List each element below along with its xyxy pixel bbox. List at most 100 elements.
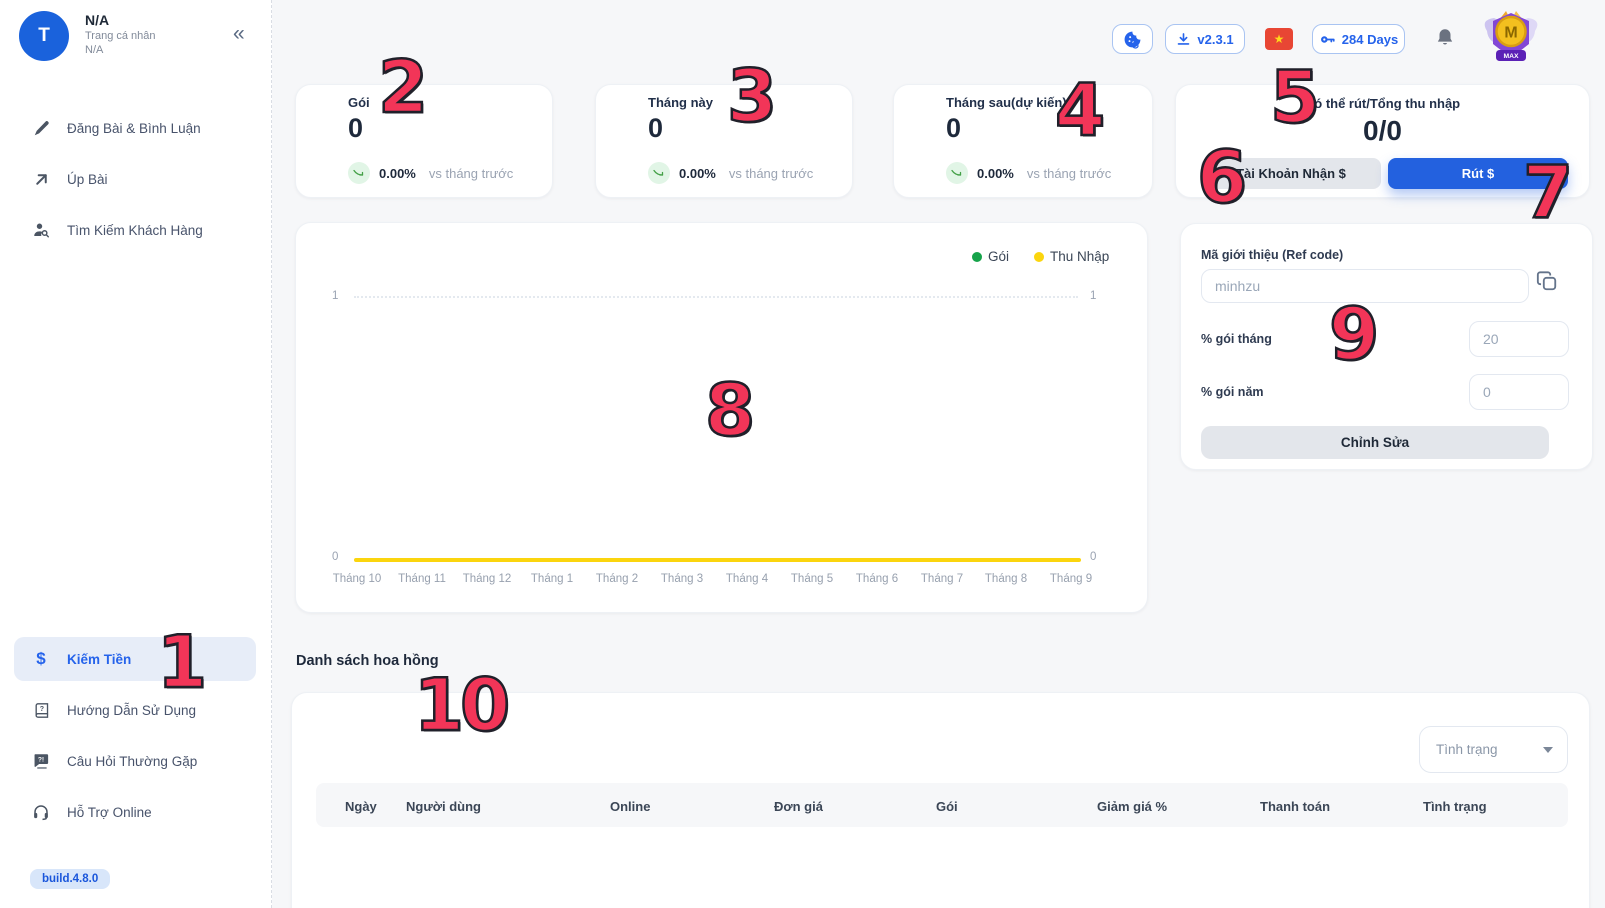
x-tick: Tháng 1 bbox=[530, 573, 574, 585]
x-tick: Tháng 7 bbox=[920, 573, 964, 585]
stat-delta: 0.00% bbox=[977, 165, 1014, 181]
column-header: Giảm giá % bbox=[1097, 799, 1168, 814]
status-filter-select[interactable]: Tình trạng bbox=[1419, 726, 1568, 773]
gridline-y1 bbox=[354, 296, 1078, 298]
stat-card-goi: Gói 0 0.00% vs tháng trước bbox=[295, 84, 553, 198]
dollar-icon: $ bbox=[36, 649, 46, 668]
days-label: 284 Days bbox=[1341, 31, 1399, 47]
vietnam-flag-icon[interactable]: ★ bbox=[1265, 28, 1293, 50]
x-tick: Tháng 8 bbox=[984, 573, 1028, 585]
sidebar-item-huong-dan[interactable]: ? Hướng Dẫn Sử Dụng bbox=[0, 690, 272, 730]
stat-delta-note: vs tháng trước bbox=[1026, 165, 1112, 181]
column-header: Online bbox=[610, 799, 651, 814]
svg-text:?!: ?! bbox=[38, 756, 44, 763]
column-header: Người dùng bbox=[406, 799, 481, 814]
x-tick: Tháng 3 bbox=[660, 573, 704, 585]
sidebar-item-label: Hỗ Trợ Online bbox=[67, 804, 152, 820]
wallet-value: 0/0 bbox=[1363, 115, 1402, 146]
trend-down-icon bbox=[348, 162, 370, 184]
sidebar-item-label: Úp Bài bbox=[67, 171, 108, 187]
commission-section-title: Danh sách hoa hồng bbox=[296, 653, 439, 669]
stat-title: Gói bbox=[348, 95, 370, 110]
ref-code-label: Mã giới thiệu (Ref code) bbox=[1201, 248, 1344, 262]
rank-medal-badge[interactable]: M MAX bbox=[1477, 9, 1545, 64]
sidebar-item-tim-kiem[interactable]: Tìm Kiếm Khách Hàng bbox=[0, 210, 272, 250]
chat-question-icon: ?! bbox=[32, 752, 50, 770]
month-percent-label: % gói tháng bbox=[1201, 332, 1272, 346]
version-button[interactable]: v2.3.1 bbox=[1165, 24, 1245, 54]
year-percent-label: % gói năm bbox=[1201, 385, 1264, 399]
pencil-icon bbox=[32, 119, 50, 137]
stat-delta-note: vs tháng trước bbox=[428, 165, 514, 181]
sidebar-item-label: Kiếm Tiền bbox=[67, 651, 132, 667]
withdraw-button[interactable]: Rút $ bbox=[1388, 158, 1568, 189]
column-header: Gói bbox=[936, 799, 958, 814]
notification-bell-icon[interactable] bbox=[1434, 26, 1456, 50]
sidebar-item-label: Câu Hỏi Thường Gặp bbox=[67, 753, 198, 769]
y-tick-left-bottom: 0 bbox=[332, 551, 339, 563]
legend-label: Thu Nhập bbox=[1050, 249, 1110, 264]
edit-button[interactable]: Chỉnh Sửa bbox=[1201, 426, 1549, 459]
trend-down-icon bbox=[946, 162, 968, 184]
stat-value: 0 bbox=[648, 113, 664, 143]
sidebar-item-kiem-tien[interactable]: $ Kiếm Tiền bbox=[0, 639, 272, 679]
x-tick: Tháng 12 bbox=[462, 573, 512, 585]
sidebar-active-highlight bbox=[14, 637, 256, 681]
x-tick: Tháng 5 bbox=[790, 573, 834, 585]
stat-value: 0 bbox=[946, 113, 962, 143]
sidebar-item-cau-hoi[interactable]: ?! Câu Hỏi Thường Gặp bbox=[0, 741, 272, 781]
ref-code-input[interactable] bbox=[1201, 269, 1529, 303]
year-percent-input[interactable] bbox=[1469, 374, 1569, 410]
x-tick: Tháng 9 bbox=[1049, 573, 1093, 585]
build-version-badge: build.4.8.0 bbox=[30, 869, 111, 889]
y-tick-right-bottom: 0 bbox=[1090, 551, 1097, 563]
sidebar-item-label: Tìm Kiếm Khách Hàng bbox=[67, 222, 203, 238]
sidebar-item-dang-bai[interactable]: Đăng Bài & Bình Luận bbox=[0, 108, 272, 148]
download-icon bbox=[1176, 32, 1191, 47]
user-search-icon bbox=[32, 221, 50, 239]
sidebar-item-label: Hướng Dẫn Sử Dụng bbox=[67, 702, 196, 718]
sidebar-collapse-icon[interactable]: « bbox=[233, 22, 245, 45]
book-question-icon: ? bbox=[32, 701, 50, 719]
stat-delta: 0.00% bbox=[679, 165, 716, 181]
sidebar: T N/A Trang cá nhân N/A « Đăng Bài & Bìn… bbox=[0, 0, 272, 908]
legend-label: Gói bbox=[988, 249, 1010, 264]
profile-name: N/A bbox=[85, 12, 110, 28]
profile-subtitle-2: N/A bbox=[85, 44, 104, 56]
license-days-button[interactable]: 284 Days bbox=[1312, 24, 1405, 54]
cookie-refresh-button[interactable] bbox=[1112, 24, 1153, 54]
cookie-icon bbox=[1123, 30, 1142, 49]
x-tick: Tháng 6 bbox=[855, 573, 899, 585]
stat-card-thang-nay: Tháng này 0 0.00% vs tháng trước bbox=[595, 84, 853, 198]
sidebar-item-up-bai[interactable]: Úp Bài bbox=[0, 159, 272, 199]
sidebar-item-ho-tro[interactable]: Hỗ Trợ Online bbox=[0, 792, 272, 832]
medal-letter: M bbox=[1504, 25, 1517, 42]
x-tick: Tháng 10 bbox=[332, 573, 382, 585]
receive-account-button[interactable]: Tài Khoản Nhận $ bbox=[1201, 158, 1381, 189]
column-header: Thanh toán bbox=[1260, 799, 1331, 814]
legend-thu-nhap: Thu Nhập bbox=[1034, 249, 1109, 264]
stat-delta-note: vs tháng trước bbox=[728, 165, 814, 181]
x-tick: Tháng 4 bbox=[725, 573, 769, 585]
copy-icon[interactable] bbox=[1536, 270, 1560, 294]
headset-icon bbox=[32, 803, 50, 821]
commission-table-card: Tình trạng Ngày Người dùng Online Đơn gi… bbox=[291, 692, 1590, 908]
earnings-chart bbox=[295, 222, 1148, 613]
month-percent-input[interactable] bbox=[1469, 321, 1569, 357]
stat-card-thang-sau: Tháng sau(dự kiến) 0 0.00% vs tháng trướ… bbox=[893, 84, 1153, 198]
column-header: Tình trạng bbox=[1423, 799, 1487, 814]
legend-dot-yellow bbox=[1034, 251, 1044, 262]
thu-nhap-series-line bbox=[354, 558, 1081, 562]
avatar[interactable]: T bbox=[19, 11, 69, 61]
svg-text:?: ? bbox=[39, 704, 43, 712]
arrow-up-right-icon bbox=[32, 170, 50, 188]
column-header: Ngày bbox=[345, 799, 377, 814]
x-tick: Tháng 2 bbox=[595, 573, 639, 585]
status-filter-value: Tình trạng bbox=[1436, 742, 1498, 757]
version-label: v2.3.1 bbox=[1197, 31, 1234, 47]
key-icon bbox=[1319, 31, 1336, 48]
chevron-down-icon bbox=[1543, 746, 1553, 753]
wallet-title: Có thể rút/Tổng thu nhập bbox=[1304, 96, 1461, 111]
profile-subtitle: Trang cá nhân bbox=[85, 30, 156, 42]
table-header-row bbox=[316, 783, 1568, 827]
